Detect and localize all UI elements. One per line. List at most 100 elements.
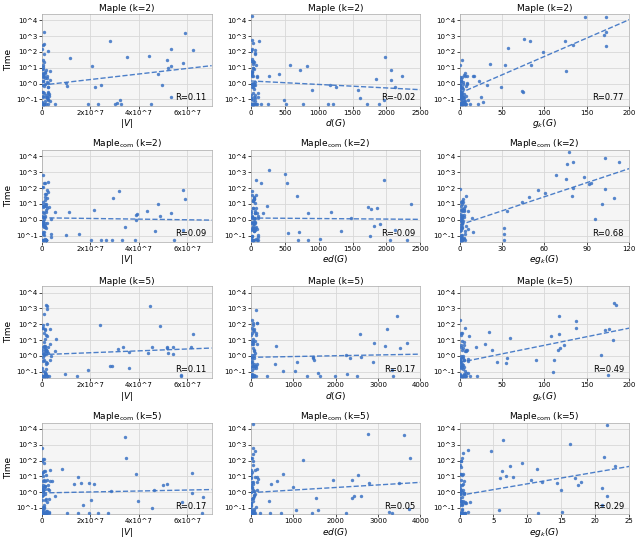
Point bbox=[38, 455, 48, 464]
X-axis label: $|V|$: $|V|$ bbox=[120, 254, 133, 267]
Point bbox=[457, 218, 467, 226]
Point bbox=[249, 372, 259, 381]
Point bbox=[468, 72, 479, 80]
Point bbox=[278, 469, 289, 478]
Point bbox=[246, 223, 257, 232]
Point bbox=[457, 353, 467, 362]
Point bbox=[458, 470, 468, 478]
Point bbox=[399, 431, 409, 439]
Point bbox=[249, 192, 259, 201]
Point bbox=[501, 359, 511, 368]
Point bbox=[252, 73, 262, 81]
Point bbox=[42, 236, 52, 245]
Point bbox=[130, 236, 140, 245]
Point bbox=[456, 508, 467, 517]
Point bbox=[246, 83, 257, 91]
Point bbox=[474, 76, 484, 85]
Point bbox=[90, 82, 100, 91]
Point bbox=[39, 223, 49, 231]
Point bbox=[460, 97, 470, 105]
Point bbox=[112, 98, 122, 107]
Point bbox=[540, 189, 550, 198]
Point bbox=[116, 100, 126, 109]
Point bbox=[41, 495, 51, 503]
Point bbox=[461, 82, 471, 91]
Point bbox=[248, 508, 258, 517]
Point bbox=[461, 347, 471, 356]
Title: Maple (k=2): Maple (k=2) bbox=[99, 4, 154, 13]
Point bbox=[41, 349, 51, 358]
Point bbox=[40, 508, 50, 517]
Point bbox=[456, 236, 466, 245]
Point bbox=[270, 359, 280, 368]
Point bbox=[456, 476, 466, 484]
Point bbox=[460, 69, 470, 78]
Point bbox=[552, 479, 563, 488]
Y-axis label: Time: Time bbox=[4, 49, 13, 71]
Point bbox=[458, 352, 468, 361]
Point bbox=[38, 372, 49, 381]
Point bbox=[457, 372, 467, 381]
Point bbox=[596, 200, 607, 209]
Point bbox=[458, 369, 468, 378]
Point bbox=[302, 209, 312, 217]
Point bbox=[45, 232, 56, 241]
Point bbox=[251, 235, 261, 243]
Point bbox=[561, 67, 572, 75]
Point bbox=[246, 372, 257, 381]
Point bbox=[38, 487, 48, 496]
Point bbox=[37, 444, 47, 452]
Point bbox=[38, 357, 49, 365]
Point bbox=[248, 100, 259, 109]
Point bbox=[298, 456, 308, 464]
Point bbox=[37, 372, 47, 381]
Point bbox=[247, 508, 257, 517]
Point bbox=[247, 350, 257, 359]
Point bbox=[458, 346, 468, 355]
Point bbox=[37, 485, 47, 494]
Point bbox=[42, 484, 52, 493]
Point bbox=[610, 462, 620, 470]
Point bbox=[402, 236, 412, 245]
Point bbox=[38, 62, 48, 71]
Point bbox=[250, 46, 260, 55]
Point bbox=[89, 480, 99, 489]
Point bbox=[455, 210, 465, 218]
Point bbox=[37, 87, 47, 96]
Point bbox=[248, 60, 258, 68]
Point bbox=[45, 477, 56, 485]
Point bbox=[454, 316, 465, 325]
Point bbox=[38, 201, 49, 210]
Point bbox=[247, 362, 257, 371]
Point bbox=[456, 357, 466, 365]
Point bbox=[503, 43, 513, 52]
Point bbox=[614, 157, 625, 166]
Point bbox=[456, 77, 467, 85]
Point bbox=[39, 214, 49, 223]
Point bbox=[46, 351, 56, 360]
Point bbox=[461, 192, 472, 200]
Point bbox=[38, 100, 48, 109]
Point bbox=[460, 498, 470, 507]
Point bbox=[41, 66, 51, 74]
Point bbox=[83, 100, 93, 109]
Point bbox=[157, 481, 168, 489]
Point bbox=[387, 75, 397, 84]
Point bbox=[246, 494, 256, 503]
Point bbox=[460, 367, 470, 375]
Point bbox=[459, 94, 469, 103]
Point bbox=[38, 236, 49, 245]
Point bbox=[41, 470, 51, 479]
Point bbox=[40, 372, 50, 381]
Point bbox=[568, 41, 579, 49]
Point bbox=[154, 321, 164, 330]
Point bbox=[247, 187, 257, 195]
Point bbox=[251, 502, 261, 511]
Point bbox=[45, 67, 55, 75]
Point bbox=[45, 75, 55, 84]
Point bbox=[455, 508, 465, 517]
Point bbox=[362, 100, 372, 109]
Point bbox=[458, 508, 468, 517]
Point bbox=[454, 233, 465, 242]
Point bbox=[456, 508, 466, 517]
